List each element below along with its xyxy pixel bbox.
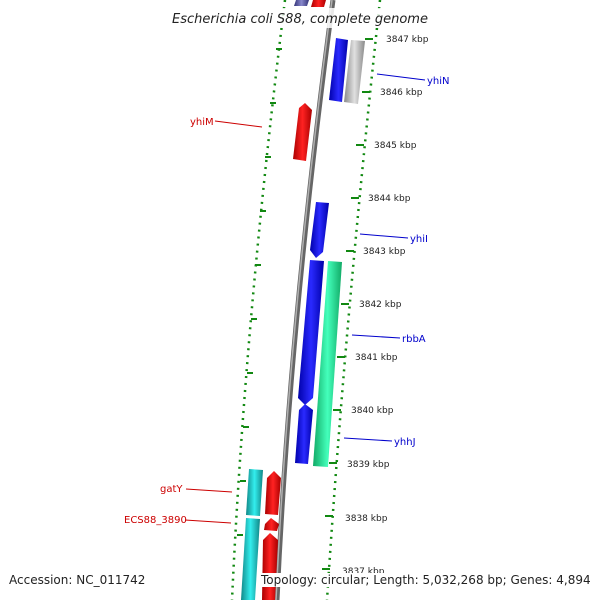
gene-arrow-forward: [310, 202, 329, 258]
gene-arrow-gray: [344, 40, 365, 104]
gene-arrow-forward: [295, 404, 313, 464]
tick-label: 3842 kbp: [359, 300, 402, 310]
gene-arrow-cyan: [241, 518, 260, 600]
tick-label: 3846 kbp: [380, 88, 423, 98]
gene-leader-line: [185, 488, 233, 493]
gene-arrow-reverse: [293, 103, 312, 161]
gene-label-gatY: gatY: [160, 484, 183, 495]
gene-arrow-reverse: [265, 471, 281, 515]
map-title: Escherichia coli S88, complete genome: [172, 12, 428, 27]
tick-label: 3838 kbp: [345, 514, 388, 524]
tick-label: 3844 kbp: [368, 194, 411, 204]
tick-label: 3841 kbp: [355, 353, 398, 363]
gene-arrow-forward: [298, 260, 324, 405]
gene-arrow-reverse: [264, 518, 279, 531]
gene-label-ECS88_3890: ECS88_3890: [124, 515, 187, 526]
gene-leader-line: [351, 334, 401, 339]
accession-text: Accession: NC_011742: [9, 573, 146, 587]
gene-label-rbbA: rbbA: [402, 334, 426, 345]
gene-leader-line: [214, 120, 263, 128]
gene-arrow-cyan: [246, 469, 263, 516]
gene-label-yhhJ: yhhJ: [394, 437, 416, 448]
gene-leader-line: [184, 519, 232, 524]
genome-backbone-highlight: [275, 0, 333, 600]
genome-backbone: [274, 0, 336, 600]
gene-leader-line: [343, 437, 393, 442]
gene-leader-line: [359, 233, 409, 239]
gene-label-yhiM: yhiM: [190, 117, 214, 128]
gene-arrow-green: [313, 261, 342, 467]
tick-label: 3843 kbp: [363, 247, 406, 257]
gene-label-yhiN: yhiN: [427, 76, 450, 87]
tick-label: 3837 kbp: [342, 567, 385, 577]
gene-arrow-forward: [329, 38, 348, 102]
tick-label: 3839 kbp: [347, 460, 390, 470]
topology-text: Topology: circular; Length: 5,032,268 bp…: [261, 573, 591, 587]
tick-label: 3840 kbp: [351, 406, 394, 416]
title-backdrop: [165, 8, 435, 28]
tick-label: 3847 kbp: [386, 35, 429, 45]
gene-label-yhiI: yhiI: [410, 234, 428, 245]
gene-arrow-partial: [311, 0, 326, 7]
gene-arrow-partial: [294, 0, 309, 6]
gene-leader-line: [376, 73, 426, 81]
tick-label: 3845 kbp: [374, 141, 417, 151]
ruler-minor-marks: [237, 38, 373, 570]
